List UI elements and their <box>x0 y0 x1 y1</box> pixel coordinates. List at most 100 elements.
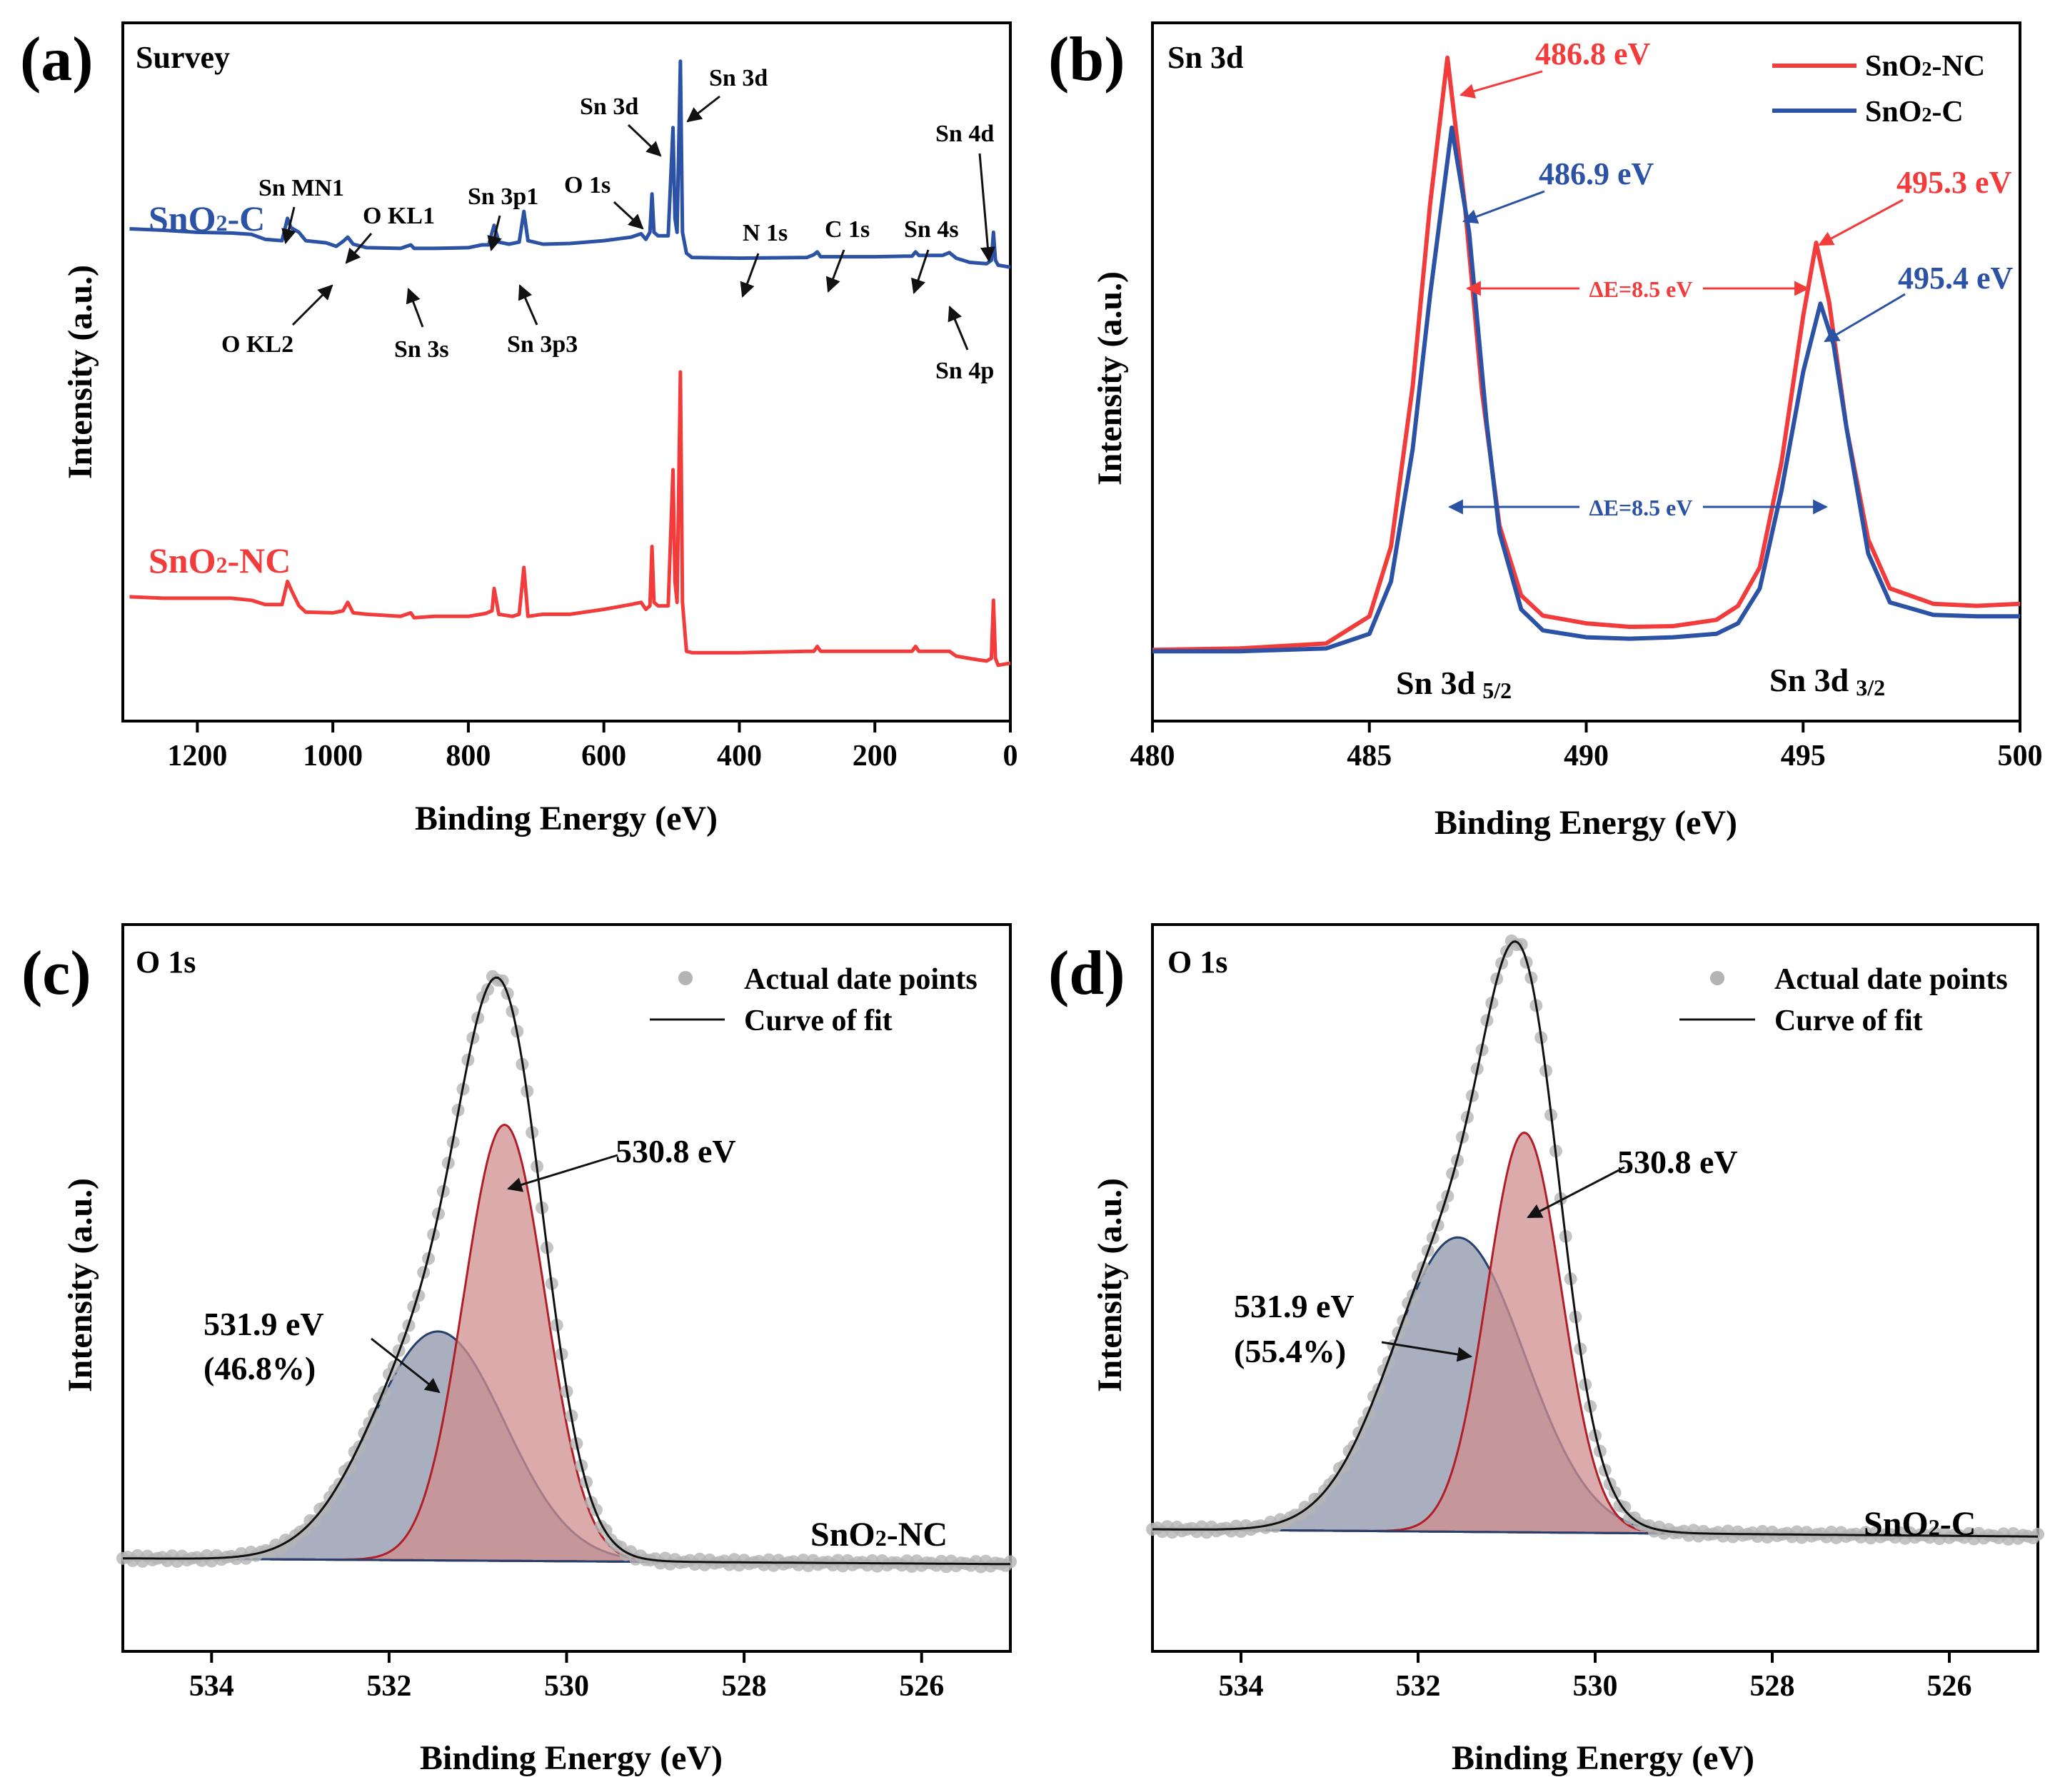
panel-label-d: (d) <box>1048 939 1125 1008</box>
peak-arrow <box>1381 1341 1473 1362</box>
annotation-arrow <box>740 253 760 298</box>
fit-curve <box>1152 940 2039 1538</box>
x-tick-label: 526 <box>1927 1670 1972 1703</box>
panel-b-sn3d: (b) Sn 3d 480 485 490 495 500 Binding Energy… <box>1048 21 2043 842</box>
fit-component-lattice-oxygen <box>123 1123 1010 1566</box>
series-line-sno2-nc <box>129 370 1011 668</box>
series-line-sno2-c <box>1152 125 2020 654</box>
panel-title: Sn 3d <box>1167 40 1243 75</box>
legend-label-main: SnO <box>1865 50 1921 83</box>
x-tick-label: 0 <box>1003 740 1018 772</box>
orbital-label-main: Sn 3d <box>1769 662 1849 698</box>
peak-arrow <box>1527 1166 1625 1219</box>
series-label-main: SnO <box>149 540 216 580</box>
series-group <box>1152 55 2021 654</box>
annotation-arrow <box>978 153 995 263</box>
peak-annotations: 486.8 eV 486.9 eV 495.3 eV 495.4 eV ΔE=8… <box>1396 36 2014 703</box>
legend-label-sub: 2 <box>1921 59 1931 81</box>
annotation-n-1s: N 1s <box>743 220 788 246</box>
x-axis-label: Binding Energy (eV) <box>415 800 718 837</box>
x-tick-label: 800 <box>446 740 491 772</box>
annotation-arrow <box>911 249 930 294</box>
annotation-sn-3p3: Sn 3p3 <box>507 331 578 358</box>
series-label-tail: -NC <box>228 540 291 580</box>
fit-curve <box>123 976 1010 1566</box>
legend-label-main: SnO <box>1865 96 1921 129</box>
x-tick-label: 400 <box>717 740 762 772</box>
series-label-sub: 2 <box>216 210 228 236</box>
legend-label-sno2-c: SnO2-C <box>1865 96 1964 129</box>
panel-title: Survey <box>136 40 230 75</box>
data-point <box>1004 1555 1017 1569</box>
annotation-sn-3d-right: Sn 3d <box>709 65 768 91</box>
legend-label-points: Actual date points <box>1774 963 2008 996</box>
peak-label-486-9: 486.9 eV <box>1539 156 1654 191</box>
annotation-o-kl2: O KL2 <box>221 331 293 358</box>
orbital-label-sn3d-3-2: Sn 3d 3/2 <box>1769 662 1885 700</box>
peak-arrow <box>506 1154 618 1192</box>
x-tick-label: 534 <box>189 1670 234 1703</box>
sample-label: SnO2-NC <box>810 1516 948 1554</box>
plot-frame <box>121 21 1012 723</box>
x-tick-label: 500 <box>1998 740 2043 772</box>
legend-label-tail: -NC <box>1931 50 1985 83</box>
x-tick-label: 600 <box>581 740 626 772</box>
x-tick-label: 532 <box>366 1670 411 1703</box>
legend: SnO2-NC SnO2-C <box>1772 50 1985 129</box>
x-tick-label: 480 <box>1130 740 1175 772</box>
series-group <box>129 59 1011 668</box>
annotation-sn-mn1: Sn MN1 <box>258 175 344 201</box>
panel-label-c: (c) <box>21 939 91 1008</box>
series-label-tail: -C <box>228 198 266 238</box>
orbital-label-sub: 3/2 <box>1856 675 1885 700</box>
x-tick-label: 1200 <box>167 740 227 772</box>
series-label-sub: 2 <box>216 552 228 578</box>
x-axis-label: Binding Energy (eV) <box>420 1739 723 1777</box>
y-axis-label: Intensity (a.u.) <box>1091 271 1129 485</box>
sample-label-sub: 2 <box>875 1525 887 1551</box>
panel-a-survey: (a) Survey 1200 1000 800 600 400 200 0 Binding… <box>20 21 1018 837</box>
data-point <box>308 1514 322 1527</box>
peak-label-495-4: 495.4 eV <box>1898 261 2014 296</box>
x-tick-label: 528 <box>1750 1670 1795 1703</box>
peak-arrow <box>1462 190 1545 224</box>
x-axis: 480 485 490 495 500 <box>1130 721 2043 772</box>
annotation-sn-3s: Sn 3s <box>394 336 449 363</box>
sample-label-main: SnO <box>810 1516 875 1554</box>
peak-arrow <box>1818 198 1904 246</box>
peak-arrow <box>1459 70 1543 99</box>
annotation-sn-3p1: Sn 3p1 <box>468 183 538 210</box>
sample-label-sub: 2 <box>1929 1514 1940 1540</box>
annotation-arrow <box>345 233 373 264</box>
peak-label-486-8: 486.8 eV <box>1535 36 1651 71</box>
delta-e-label-c: ΔE=8.5 eV <box>1589 495 1693 520</box>
legend-label-points: Actual date points <box>744 963 978 996</box>
x-tick-label: 485 <box>1347 740 1392 772</box>
annotation-sn-4p: Sn 4p <box>935 358 994 384</box>
panel-label-a: (a) <box>20 25 94 94</box>
peak-label-531-9: 531.9 eV <box>204 1306 324 1342</box>
y-axis-label: Intensity (a.u.) <box>61 1178 99 1392</box>
legend: Actual date points Curve of fit <box>1679 963 2008 1037</box>
peak-arrow <box>371 1337 441 1394</box>
series-line-sno2-c <box>129 59 1011 269</box>
annotation-arrow <box>825 249 845 293</box>
peak-label-495-3: 495.3 eV <box>1896 165 2012 200</box>
x-tick-label: 1000 <box>303 740 363 772</box>
annotation-sn-3d-left: Sn 3d <box>580 94 638 120</box>
legend-label-sno2-nc: SnO2-NC <box>1865 50 1985 83</box>
x-tick-label: 490 <box>1564 740 1609 772</box>
y-axis-label: Intensity (a.u.) <box>1091 1178 1129 1392</box>
x-tick-label: 200 <box>853 740 898 772</box>
legend-label-fit: Curve of fit <box>1774 1005 1923 1037</box>
series-group <box>116 970 1017 1574</box>
peak-percent: (46.8%) <box>204 1350 316 1386</box>
x-tick-label: 526 <box>899 1670 944 1703</box>
orbital-label-sub: 5/2 <box>1482 678 1512 703</box>
series-group <box>1146 934 2044 1546</box>
series-label-sno2-c: SnO2-C <box>149 198 265 238</box>
x-axis-label: Binding Energy (eV) <box>1452 1739 1754 1777</box>
annotation-sn-4d: Sn 4d <box>935 121 994 147</box>
annotation-arrow <box>627 124 662 157</box>
series-line-sno2-nc <box>1152 55 2021 653</box>
